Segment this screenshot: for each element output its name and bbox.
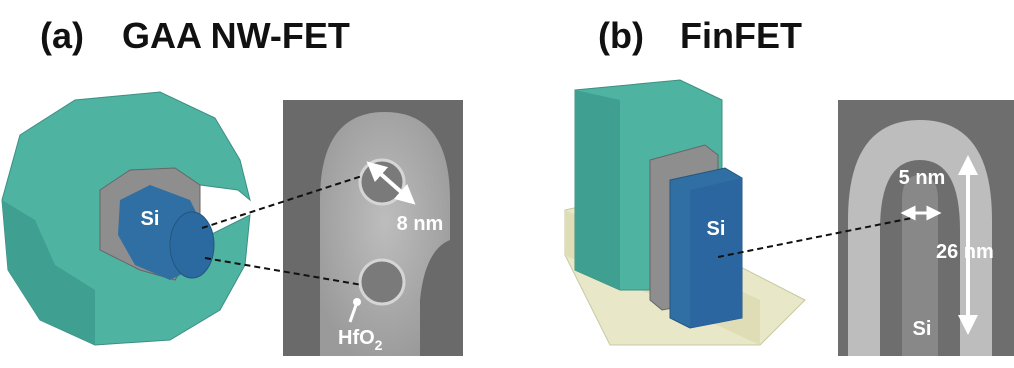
si-end [170, 212, 214, 278]
panel-label: (b) [598, 15, 644, 56]
hfo2-dot [353, 298, 361, 306]
tem-si-label: Si [913, 318, 932, 340]
si-label: Si [141, 208, 160, 230]
panel-a: (a) GAA NW-FET Si 8 nm HfO2 [2, 15, 463, 356]
width-label: 5 nm [899, 167, 946, 189]
hfo2-base: HfO [338, 327, 375, 349]
panel-label: (a) [40, 15, 84, 56]
panel-title: GAA NW-FET [122, 15, 350, 56]
height-label: 26 nm [936, 241, 994, 263]
nanowire-top [360, 160, 404, 204]
si-label: Si [707, 218, 726, 240]
dimension-label: 8 nm [397, 213, 444, 235]
gate-side [575, 90, 620, 290]
panel-b: (b) FinFET Si 5 nm 26 nm Si [565, 15, 1014, 356]
si-fin-front [690, 178, 742, 328]
panel-title: FinFET [680, 15, 802, 56]
hfo2-sub: 2 [375, 337, 383, 353]
nanowire-bottom [360, 260, 404, 304]
figure: (a) GAA NW-FET Si 8 nm HfO2 (b) FinFET [0, 0, 1014, 368]
